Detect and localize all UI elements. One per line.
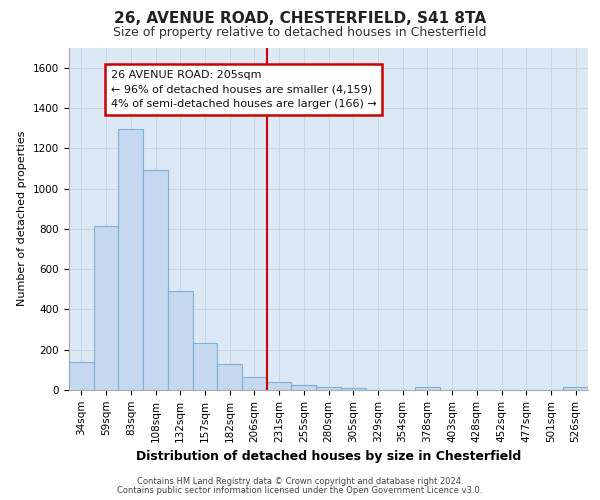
Text: 26, AVENUE ROAD, CHESTERFIELD, S41 8TA: 26, AVENUE ROAD, CHESTERFIELD, S41 8TA [114, 11, 486, 26]
Bar [292, 384, 316, 390]
Bar [267, 382, 292, 390]
Bar [94, 226, 118, 390]
Bar [69, 362, 94, 390]
Bar [143, 170, 168, 390]
Bar [415, 387, 440, 390]
Bar [316, 387, 341, 390]
Text: Contains HM Land Registry data © Crown copyright and database right 2024.: Contains HM Land Registry data © Crown c… [137, 478, 463, 486]
Y-axis label: Number of detached properties: Number of detached properties [17, 131, 28, 306]
Bar [193, 342, 217, 390]
Bar [563, 387, 588, 390]
Text: Size of property relative to detached houses in Chesterfield: Size of property relative to detached ho… [113, 26, 487, 39]
Bar [242, 377, 267, 390]
Text: 26 AVENUE ROAD: 205sqm
← 96% of detached houses are smaller (4,159)
4% of semi-d: 26 AVENUE ROAD: 205sqm ← 96% of detached… [111, 70, 377, 110]
Bar [168, 292, 193, 390]
Bar [341, 388, 365, 390]
Bar [118, 129, 143, 390]
X-axis label: Distribution of detached houses by size in Chesterfield: Distribution of detached houses by size … [136, 450, 521, 463]
Bar [217, 364, 242, 390]
Text: Contains public sector information licensed under the Open Government Licence v3: Contains public sector information licen… [118, 486, 482, 495]
